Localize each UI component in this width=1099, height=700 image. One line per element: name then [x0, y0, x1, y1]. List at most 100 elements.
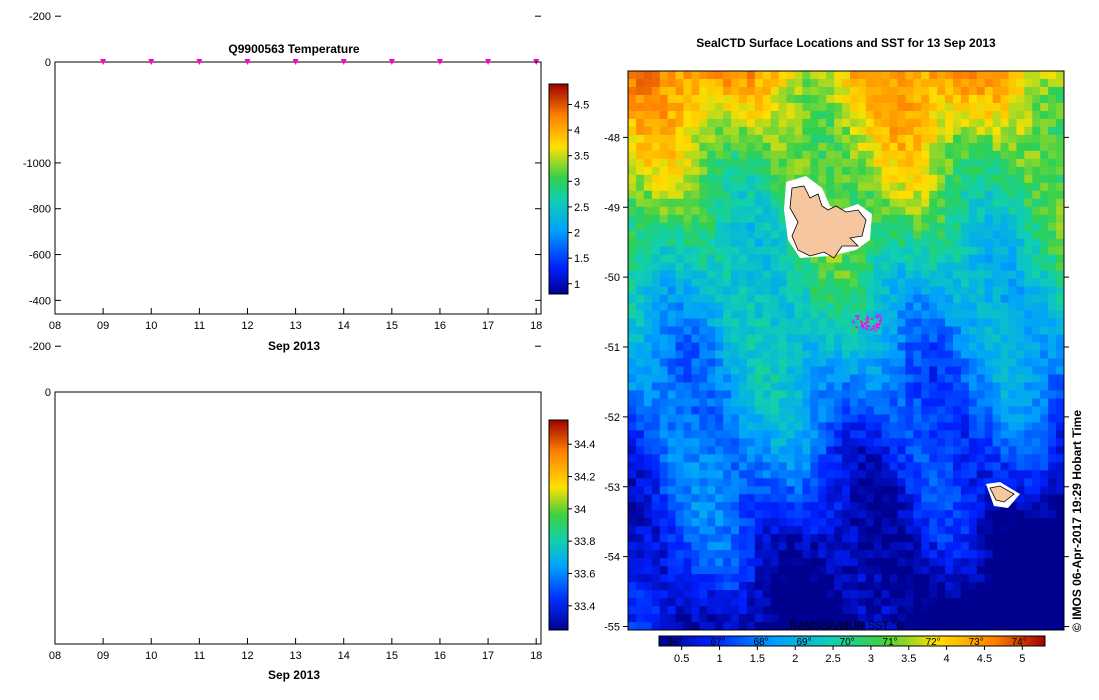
sst-cell [707, 422, 716, 431]
sst-cell [754, 390, 764, 399]
sst-cell [778, 206, 788, 216]
sst-cell [1040, 270, 1049, 280]
sst-cell [921, 326, 930, 336]
sst-cell [762, 94, 772, 104]
sst-cell [762, 254, 772, 264]
sst-cell [1000, 278, 1010, 288]
sst-map-chart: SealCTD Surface Locations and SST for 13… [604, 36, 1084, 665]
sst-cell [929, 294, 938, 304]
sst-cell [913, 406, 922, 415]
sst-cell [897, 414, 906, 423]
sst-cell [834, 126, 843, 136]
sst-cell [1032, 390, 1041, 399]
sst-cell [643, 182, 653, 192]
sst-cell [643, 190, 653, 200]
sst-cell [1040, 294, 1049, 304]
sst-cell [873, 254, 883, 264]
sst-cell [976, 318, 986, 328]
sst-cell [659, 182, 669, 192]
sst-cell [937, 294, 946, 304]
sst-cell [984, 158, 994, 168]
sst-cell [953, 398, 962, 407]
sst-cell [778, 270, 788, 280]
sst-cell [1008, 382, 1017, 391]
sst-cell [937, 254, 946, 264]
sst-cell [1032, 270, 1041, 280]
sst-cell [976, 206, 986, 216]
sst-cell [953, 334, 962, 344]
sst-cell [929, 158, 938, 168]
sst-cell [754, 222, 764, 232]
sst-cell [707, 358, 716, 367]
sst-cell [802, 366, 811, 375]
sst-cell [984, 134, 994, 144]
sst-cell [810, 310, 819, 320]
sst-cell [842, 302, 851, 312]
sst-cell [905, 126, 914, 136]
sst-cell [762, 214, 772, 224]
sst-cell [723, 358, 732, 367]
sst-cell [794, 254, 803, 264]
temperature-section-chart: Q9900563 Temperature 0-200-400-600-800-1… [29, 11, 589, 353]
sst-cell [643, 254, 653, 264]
sst-cell [818, 342, 827, 351]
sst-cell [929, 102, 938, 112]
sst-cell [667, 302, 677, 312]
sst-cell [905, 102, 914, 112]
sst-cell [667, 438, 677, 447]
sst-cell [715, 71, 724, 80]
sst-cell [1056, 102, 1065, 112]
sst-cell [707, 366, 716, 375]
sst-cell [770, 166, 780, 176]
sst-cell [960, 406, 970, 415]
sst-cell [873, 238, 883, 248]
sst-cell [984, 262, 994, 272]
sst-cell [1024, 270, 1033, 280]
sst-cell [960, 390, 970, 399]
sst-cell [643, 366, 653, 375]
x-tick-label: 15 [386, 650, 398, 662]
sst-cell [778, 174, 788, 184]
sst-cell [778, 134, 788, 144]
sst-cell [810, 270, 819, 280]
sst-cell [810, 78, 819, 88]
sst-cell [762, 118, 772, 128]
sst-cell [834, 286, 843, 296]
sst-cell [746, 430, 756, 439]
sst-cell [937, 334, 946, 344]
sst-cell [667, 254, 677, 264]
sst-cell [953, 206, 962, 216]
sst-cell [842, 326, 851, 336]
sst-cell [643, 126, 653, 136]
sst-cell [1016, 214, 1025, 224]
sst-cell [778, 286, 788, 296]
sst-cell [1048, 374, 1057, 383]
sst-cell [635, 150, 645, 160]
sst-cell [723, 174, 732, 184]
sst-cell [810, 398, 819, 407]
sst-cell [770, 134, 780, 144]
sst-cell [960, 166, 970, 176]
sst-cell [659, 198, 669, 208]
sst-cell [762, 318, 772, 328]
sst-cell [1040, 182, 1049, 192]
sst-cell [826, 71, 835, 80]
sst-cell [984, 102, 994, 112]
sst-cell [794, 318, 803, 328]
sst-cell [921, 166, 930, 176]
sst-cell [1032, 150, 1041, 160]
sst-cell [889, 214, 899, 224]
sst-cell [1008, 326, 1017, 336]
sst-cell [651, 294, 661, 304]
sst-cell [968, 246, 978, 256]
sst-cell [1056, 126, 1065, 136]
sst-cell [770, 102, 780, 112]
sst-cell [857, 94, 867, 104]
sst-cell [651, 406, 661, 415]
sst-cell [881, 430, 891, 439]
sst-cell [881, 342, 891, 351]
x-tick-label: 10 [145, 320, 157, 332]
sst-cell [738, 398, 748, 407]
sst-cell [691, 94, 700, 104]
sst-cell [849, 246, 859, 256]
